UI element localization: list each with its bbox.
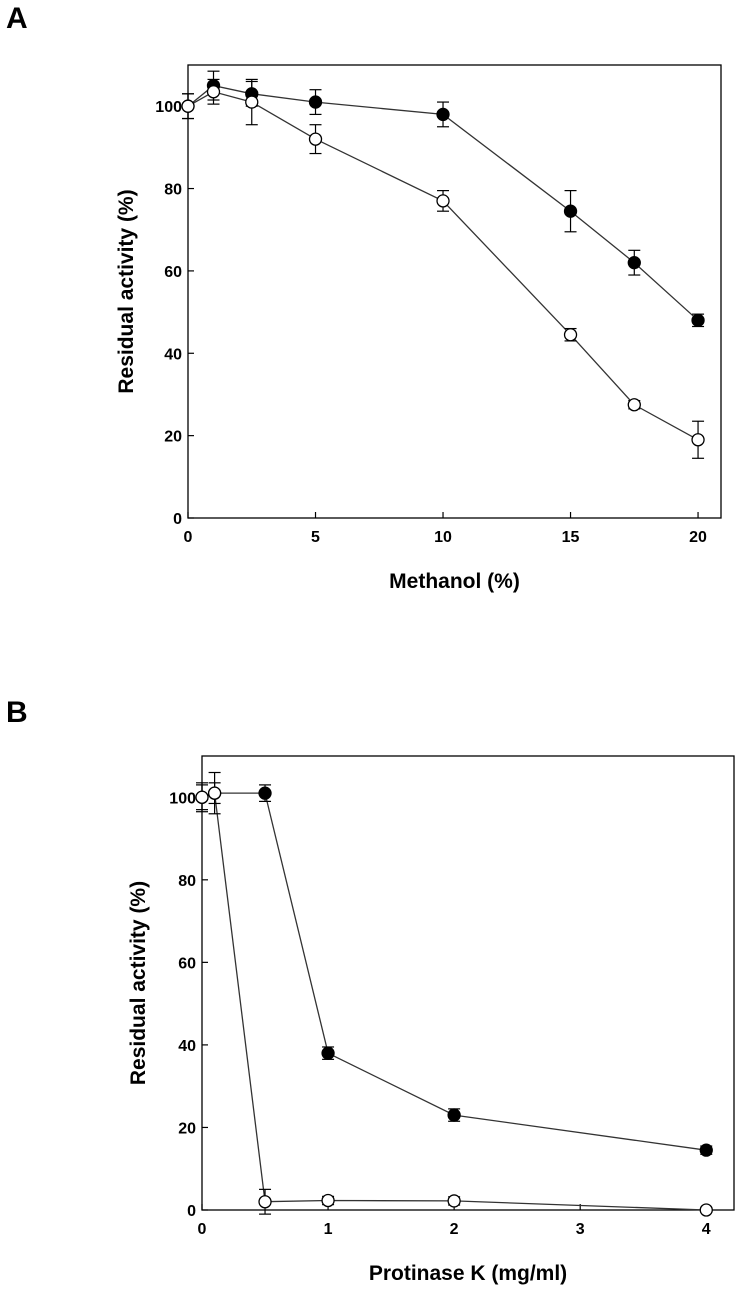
y-tick-label: 0 <box>187 1203 196 1220</box>
open-series-point <box>245 95 259 109</box>
open-series-point <box>691 433 705 447</box>
open-series-point <box>308 132 323 146</box>
y-tick-label: 40 <box>178 1038 196 1055</box>
x-tick-label: 1 <box>324 1221 333 1238</box>
open-series-point <box>699 1203 713 1217</box>
filled-series-line <box>201 792 707 1151</box>
filled-series-point <box>436 107 450 122</box>
open-series-point <box>627 398 641 412</box>
open-series-point <box>195 790 209 804</box>
filled-series-point <box>699 1143 713 1157</box>
y-tick-label: 40 <box>164 346 182 363</box>
y-tick-label: 0 <box>173 511 182 528</box>
y-tick-label: 80 <box>164 182 182 199</box>
x-tick-label: 15 <box>562 529 580 546</box>
open-series-line <box>201 792 707 1211</box>
filled-series-point <box>563 204 578 218</box>
x-axis-title: Methanol (%) <box>389 570 520 593</box>
open-series-point <box>206 85 221 99</box>
open-series-point <box>181 99 195 113</box>
open-series-point <box>321 1193 335 1208</box>
x-tick-label: 0 <box>198 1221 207 1238</box>
filled-series-point <box>447 1108 461 1122</box>
open-series-point <box>563 328 578 342</box>
panel-label-a: A <box>6 2 28 35</box>
x-tick-label: 5 <box>311 529 320 546</box>
y-tick-label: 60 <box>164 264 182 281</box>
y-tick-label: 100 <box>155 99 182 116</box>
filled-series-point <box>691 313 705 327</box>
y-tick-label: 20 <box>178 1120 196 1137</box>
x-axis-title: Protinase K (mg/ml) <box>369 1262 567 1285</box>
x-tick-label: 2 <box>450 1221 459 1238</box>
y-tick-label: 100 <box>169 790 196 807</box>
plot-frame <box>201 755 735 1211</box>
x-tick-label: 4 <box>702 1221 711 1238</box>
open-series-point <box>436 194 450 208</box>
y-tick-label: 60 <box>178 955 196 972</box>
x-tick-label: 10 <box>434 529 452 546</box>
x-tick-label: 0 <box>184 529 193 546</box>
plot-frame <box>187 64 722 519</box>
open-series-point <box>258 1195 272 1209</box>
y-tick-label: 80 <box>178 873 196 890</box>
filled-series-point <box>258 786 272 800</box>
methanol-chart: 0 20 40 60 80 100 0 5 10 15 20 Methanol (%) Residual… <box>115 64 722 593</box>
y-tick-label: 20 <box>164 429 182 446</box>
open-series-point <box>447 1194 461 1208</box>
open-series-point <box>207 786 222 800</box>
y-axis-title: Residual activity (%) <box>115 189 138 393</box>
y-axis-title: Residual activity (%) <box>127 881 150 1085</box>
filled-series-point <box>308 95 323 109</box>
x-tick-label: 20 <box>689 529 707 546</box>
filled-series-point <box>627 256 641 270</box>
x-tick-label: 3 <box>576 1221 585 1238</box>
filled-series-point <box>321 1046 335 1060</box>
panel-label-b: B <box>6 696 28 729</box>
